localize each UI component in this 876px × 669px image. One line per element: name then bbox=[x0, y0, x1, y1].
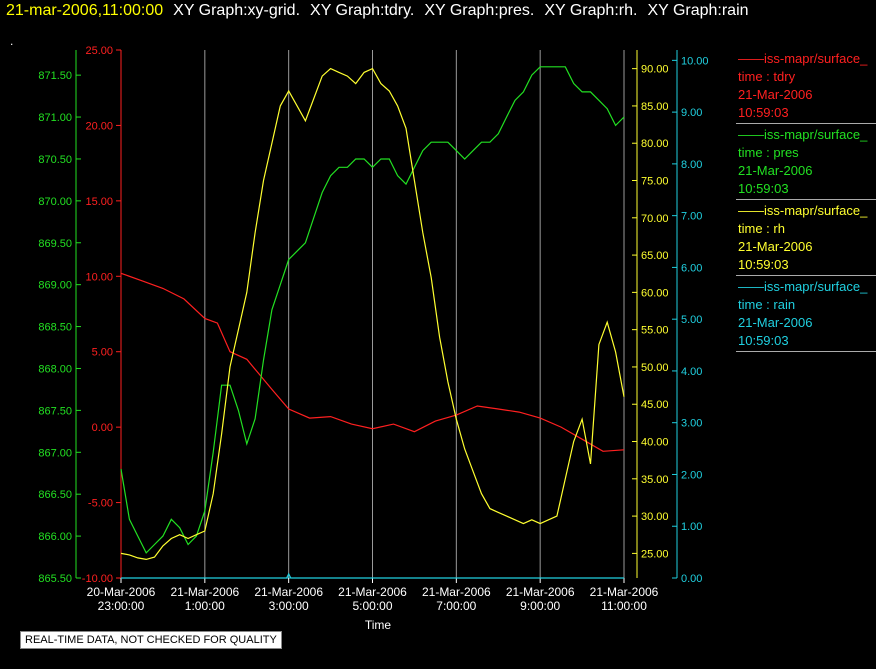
y-tick-label-rain: 10.00 bbox=[681, 55, 709, 67]
series-line-tdry bbox=[120, 272, 625, 452]
y-tick-label-pres: 868.00 bbox=[38, 363, 72, 375]
legend: ——iss-mapr/surface_ time : tdry 21-Mar-2… bbox=[736, 48, 876, 352]
y-tick-label-pres: 871.00 bbox=[38, 112, 72, 124]
quality-warning-label: REAL-TIME DATA, NOT CHECKED FOR QUALITY bbox=[20, 631, 282, 649]
y-tick-label-rh: 75.00 bbox=[641, 176, 669, 188]
y-tick-label-tdry: -10.00 bbox=[82, 573, 113, 585]
y-tick-label-pres: 870.00 bbox=[38, 196, 72, 208]
y-tick-label-rh: 35.00 bbox=[641, 474, 669, 486]
legend-source: ——iss-mapr/surface_ bbox=[738, 203, 868, 218]
legend-variable: time : pres bbox=[738, 145, 799, 160]
x-tick-label-time: 11:00:00 bbox=[601, 599, 647, 613]
y-tick-label-rh: 80.00 bbox=[641, 138, 669, 150]
y-tick-label-pres: 866.00 bbox=[38, 531, 72, 543]
y-tick-label-rh: 60.00 bbox=[641, 287, 669, 299]
graph-name-pres: XY Graph:pres. bbox=[424, 2, 535, 19]
y-tick-label-pres: 867.00 bbox=[38, 447, 72, 459]
x-tick-label-date: 21-Mar-2006 bbox=[590, 585, 659, 599]
y-tick-label-rain: 1.00 bbox=[681, 521, 702, 533]
legend-source: ——iss-mapr/surface_ bbox=[738, 127, 868, 142]
y-tick-label-rain: 5.00 bbox=[681, 314, 702, 326]
x-tick-label-date: 21-Mar-2006 bbox=[506, 585, 575, 599]
y-tick-label-rh: 70.00 bbox=[641, 213, 669, 225]
x-tick-label-time: 9:00:00 bbox=[520, 599, 560, 613]
graph-name-xy-grid: XY Graph:xy-grid. bbox=[173, 2, 301, 19]
legend-item-pres[interactable]: ——iss-mapr/surface_ time : pres 21-Mar-2… bbox=[736, 124, 876, 200]
series-line-rh bbox=[120, 67, 625, 561]
y-tick-label-pres: 865.50 bbox=[38, 573, 72, 585]
legend-time: 10:59:03 bbox=[738, 105, 789, 120]
y-tick-label-rain: 7.00 bbox=[681, 211, 702, 223]
x-tick-label-date: 21-Mar-2006 bbox=[170, 585, 239, 599]
y-tick-label-pres: 871.50 bbox=[38, 70, 72, 82]
y-tick-label-pres: 869.00 bbox=[38, 280, 72, 292]
y-tick-label-rain: 8.00 bbox=[681, 159, 702, 171]
y-tick-label-pres: 867.50 bbox=[38, 405, 72, 417]
series-line-rain bbox=[121, 572, 624, 579]
legend-time: 10:59:03 bbox=[738, 257, 789, 272]
legend-variable: time : rh bbox=[738, 221, 785, 236]
legend-variable: time : rain bbox=[738, 297, 796, 312]
y-tick-label-tdry: 0.00 bbox=[92, 422, 113, 434]
legend-date: 21-Mar-2006 bbox=[738, 87, 813, 102]
y-tick-label-pres: 868.50 bbox=[38, 322, 72, 334]
y-tick-label-pres: 866.50 bbox=[38, 489, 72, 501]
x-tick-label-time: 1:00:00 bbox=[185, 599, 225, 613]
timestamp-title: 21-mar-2006,11:00:00 bbox=[6, 2, 164, 19]
graph-title-bar: 21-mar-2006,11:00:00 XY Graph:xy-grid. XY … bbox=[6, 2, 749, 20]
graph-name-rh: XY Graph:rh. bbox=[544, 2, 638, 19]
y-tick-label-rain: 0.00 bbox=[681, 573, 702, 585]
y-tick-label-tdry: 15.00 bbox=[85, 196, 113, 208]
y-tick-label-rh: 30.00 bbox=[641, 511, 669, 523]
y-tick-label-pres: 869.50 bbox=[38, 238, 72, 250]
y-tick-label-rh: 50.00 bbox=[641, 362, 669, 374]
y-tick-label-tdry: 25.00 bbox=[85, 45, 113, 57]
y-tick-label-rh: 65.00 bbox=[641, 250, 669, 262]
legend-item-rain[interactable]: ——iss-mapr/surface_ time : rain 21-Mar-2… bbox=[736, 276, 876, 352]
x-tick-label-date: 21-Mar-2006 bbox=[422, 585, 491, 599]
y-tick-label-rh: 45.00 bbox=[641, 399, 669, 411]
x-tick-label-date: 21-Mar-2006 bbox=[254, 585, 323, 599]
status-dot: . bbox=[10, 34, 14, 48]
series-line-pres bbox=[120, 66, 625, 554]
y-tick-label-rh: 85.00 bbox=[641, 101, 669, 113]
y-tick-label-rh: 55.00 bbox=[641, 325, 669, 337]
y-tick-label-tdry: 10.00 bbox=[85, 271, 113, 283]
x-tick-label-time: 23:00:00 bbox=[98, 599, 145, 613]
legend-time: 10:59:03 bbox=[738, 181, 789, 196]
x-tick-label-time: 7:00:00 bbox=[436, 599, 476, 613]
x-tick-label-time: 3:00:00 bbox=[269, 599, 309, 613]
legend-time: 10:59:03 bbox=[738, 333, 789, 348]
legend-date: 21-Mar-2006 bbox=[738, 315, 813, 330]
x-tick-label-time: 5:00:00 bbox=[352, 599, 392, 613]
y-tick-label-rain: 4.00 bbox=[681, 366, 702, 378]
y-tick-label-pres: 870.50 bbox=[38, 154, 72, 166]
legend-date: 21-Mar-2006 bbox=[738, 163, 813, 178]
y-tick-label-rain: 2.00 bbox=[681, 469, 702, 481]
graph-name-tdry: XY Graph:tdry. bbox=[310, 2, 415, 19]
legend-source: ——iss-mapr/surface_ bbox=[738, 51, 868, 66]
y-tick-label-rh: 25.00 bbox=[641, 548, 669, 560]
y-tick-label-rain: 6.00 bbox=[681, 262, 702, 274]
graph-name-rain: XY Graph:rain bbox=[647, 2, 749, 19]
x-tick-label-date: 21-Mar-2006 bbox=[338, 585, 407, 599]
y-tick-label-tdry: -5.00 bbox=[88, 498, 113, 510]
y-tick-label-rain: 9.00 bbox=[681, 107, 702, 119]
y-tick-label-tdry: 5.00 bbox=[92, 347, 113, 359]
x-tick-label-date: 20-Mar-2006 bbox=[87, 585, 156, 599]
y-tick-label-rh: 40.00 bbox=[641, 437, 669, 449]
legend-source: ——iss-mapr/surface_ bbox=[738, 279, 868, 294]
x-axis-label: Time bbox=[365, 618, 392, 632]
y-tick-label-tdry: 20.00 bbox=[85, 120, 113, 132]
legend-item-rh[interactable]: ——iss-mapr/surface_ time : rh 21-Mar-200… bbox=[736, 200, 876, 276]
y-tick-label-rain: 3.00 bbox=[681, 418, 702, 430]
y-tick-label-rh: 90.00 bbox=[641, 64, 669, 76]
legend-variable: time : tdry bbox=[738, 69, 796, 84]
legend-item-tdry[interactable]: ——iss-mapr/surface_ time : tdry 21-Mar-2… bbox=[736, 48, 876, 124]
legend-date: 21-Mar-2006 bbox=[738, 239, 813, 254]
